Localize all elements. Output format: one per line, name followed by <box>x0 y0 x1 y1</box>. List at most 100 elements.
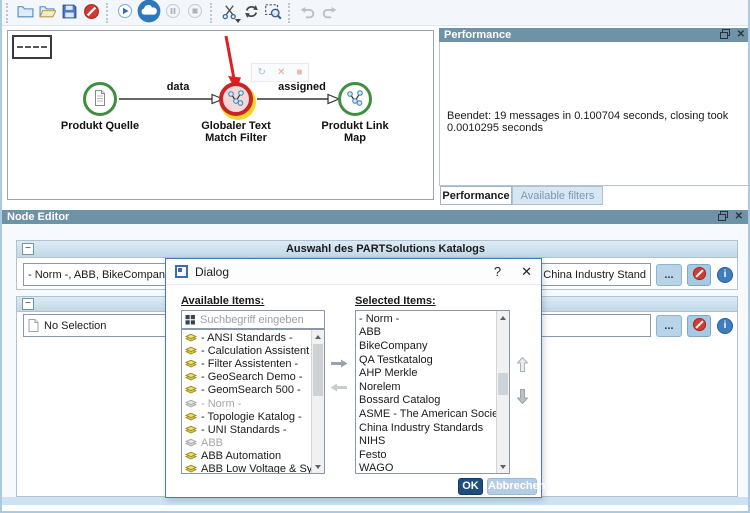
list-item-label: Norelem <box>359 380 401 393</box>
move-up-button[interactable] <box>516 356 529 375</box>
save-button[interactable] <box>58 2 80 24</box>
dialog-titlebar[interactable]: Dialog ? ✕ <box>166 259 541 285</box>
zoom-selection-button[interactable] <box>262 2 284 24</box>
catalog-icon <box>185 385 197 395</box>
redo-button[interactable] <box>318 2 340 24</box>
list-item[interactable]: - ANSI Standards - <box>182 331 311 344</box>
tab-performance[interactable]: Performance <box>440 186 512 205</box>
catalog-browse-button[interactable]: ... <box>656 263 682 286</box>
catalog-icon <box>185 333 197 343</box>
list-item[interactable]: - GeomSearch 500 - <box>182 384 311 397</box>
catalog-clear-button[interactable] <box>687 263 711 286</box>
new-button[interactable] <box>14 2 36 24</box>
node-produkt-quelle[interactable] <box>83 82 117 116</box>
stop-button[interactable] <box>184 2 206 24</box>
list-item[interactable]: ABB Low Voltage & Syst... <box>182 463 311 473</box>
list-item[interactable]: ABB Automation <box>182 450 311 463</box>
dialog-close-button[interactable]: ✕ <box>521 263 532 279</box>
performance-message: Beendet: 19 messages in 0.100704 seconds… <box>447 110 729 134</box>
selection-browse-button[interactable]: ... <box>656 314 682 337</box>
list-item[interactable]: ASME - The American Society of ... <box>356 407 496 421</box>
close-panel-icon[interactable]: ✕ <box>736 29 745 40</box>
node-produkt-link-map[interactable] <box>338 82 372 116</box>
status-strip <box>2 497 748 505</box>
list-item[interactable]: - GeoSearch Demo - <box>182 371 311 384</box>
zoom-selection-icon <box>264 2 282 23</box>
list-item[interactable]: Bossard Catalog <box>356 394 496 408</box>
list-item[interactable]: - Topologie Katalog - <box>182 410 311 423</box>
list-item[interactable]: - Norm - <box>356 312 496 326</box>
collapse-toggle[interactable]: − <box>22 243 34 255</box>
run-button[interactable] <box>114 2 136 24</box>
list-item[interactable]: QA Testkatalog <box>356 353 496 367</box>
scroll-up-button[interactable] <box>312 330 324 343</box>
list-item[interactable]: BikeCompany <box>356 339 496 353</box>
ghost-stop-icon[interactable]: ■ <box>296 66 303 78</box>
scrollbar-thumb[interactable] <box>498 373 508 395</box>
refresh-button[interactable] <box>240 2 262 24</box>
list-item[interactable]: AHP Merkle <box>356 366 496 380</box>
list-item-label: ASME - The American Society of ... <box>359 407 496 420</box>
selection-clear-button[interactable] <box>687 314 711 337</box>
dialog-help-button[interactable]: ? <box>493 263 502 279</box>
toolbar-separator <box>288 2 292 23</box>
catalog-group-header[interactable]: − Auswahl des PARTSolutions Katalogs <box>17 241 737 258</box>
edge-label: assigned <box>278 81 326 93</box>
list-item[interactable]: - Norm - <box>182 397 311 410</box>
info-icon[interactable]: i <box>717 266 733 283</box>
search-catalog-icon <box>185 314 196 325</box>
list-item[interactable]: ABB <box>356 326 496 340</box>
move-down-button[interactable] <box>516 389 529 407</box>
edge-label: data <box>166 81 190 93</box>
selected-list-scrollbar[interactable] <box>496 311 509 473</box>
graph-icon <box>227 89 245 110</box>
collapse-toggle[interactable]: − <box>22 298 34 310</box>
list-item[interactable]: Festo <box>356 448 496 462</box>
float-panel-icon[interactable] <box>717 210 728 224</box>
list-item-label: QA Testkatalog <box>359 353 433 366</box>
close-panel-icon[interactable]: ✕ <box>734 211 743 222</box>
performance-panel-header[interactable]: Performance ✕ <box>439 28 748 42</box>
ghost-cancel-icon[interactable]: ✕ <box>276 66 286 78</box>
float-panel-icon[interactable] <box>719 28 730 42</box>
scroll-down-button[interactable] <box>497 460 509 473</box>
refresh-icon <box>243 3 260 23</box>
list-item[interactable]: - Filter Assistenten - <box>182 357 311 370</box>
selected-items-list[interactable]: - Norm - ABB BikeCompany QA Testkatalog … <box>355 310 510 474</box>
pause-button[interactable] <box>162 2 184 24</box>
list-item[interactable]: - UNI Standards - <box>182 423 311 436</box>
prohibition-icon <box>692 266 707 284</box>
list-item[interactable]: ABB <box>182 437 311 450</box>
workflow-canvas[interactable]: ↻ ✕ ■ data assigned Produkt Quelle Globa… <box>7 30 434 200</box>
scroll-down-button[interactable] <box>312 460 324 473</box>
dialog-window-icon <box>175 265 188 278</box>
cancel-button[interactable] <box>80 2 102 24</box>
ghost-run-icon[interactable]: ↻ <box>257 66 266 78</box>
available-items-label: Available Items: <box>181 295 265 307</box>
node-globaler-text-match-filter[interactable] <box>219 82 253 116</box>
list-item[interactable]: WAGO <box>356 462 496 473</box>
list-item[interactable]: - Calculation Assistent T... <box>182 344 311 357</box>
scroll-up-button[interactable] <box>497 311 509 324</box>
node-editor-panel-header[interactable]: Node Editor ✕ <box>2 210 748 224</box>
scrollbar-thumb[interactable] <box>313 344 323 396</box>
open-button[interactable] <box>36 2 58 24</box>
info-icon[interactable]: i <box>717 317 733 334</box>
available-list-scrollbar[interactable] <box>311 330 324 473</box>
ok-button[interactable]: OK <box>458 478 483 495</box>
tab-available-filters[interactable]: Available filters <box>512 186 603 205</box>
document-icon <box>28 319 39 332</box>
cut-button[interactable] <box>218 2 241 24</box>
cancel-button[interactable]: Abbrechen <box>487 478 545 495</box>
move-left-button[interactable] <box>330 383 352 395</box>
search-input[interactable] <box>200 313 321 326</box>
list-item[interactable]: NIHS <box>356 434 496 448</box>
list-item[interactable]: China Industry Standards <box>356 421 496 435</box>
list-item[interactable]: Norelem <box>356 380 496 394</box>
undo-button[interactable] <box>296 2 318 24</box>
cloud-run-button[interactable] <box>136 0 162 24</box>
move-right-button[interactable] <box>330 359 352 371</box>
available-items-list[interactable]: - ANSI Standards - - Calculation Assiste… <box>181 329 325 474</box>
catalog-dialog: Dialog ? ✕ Available Items: Selected Ite… <box>165 258 545 498</box>
redo-icon <box>321 3 338 23</box>
